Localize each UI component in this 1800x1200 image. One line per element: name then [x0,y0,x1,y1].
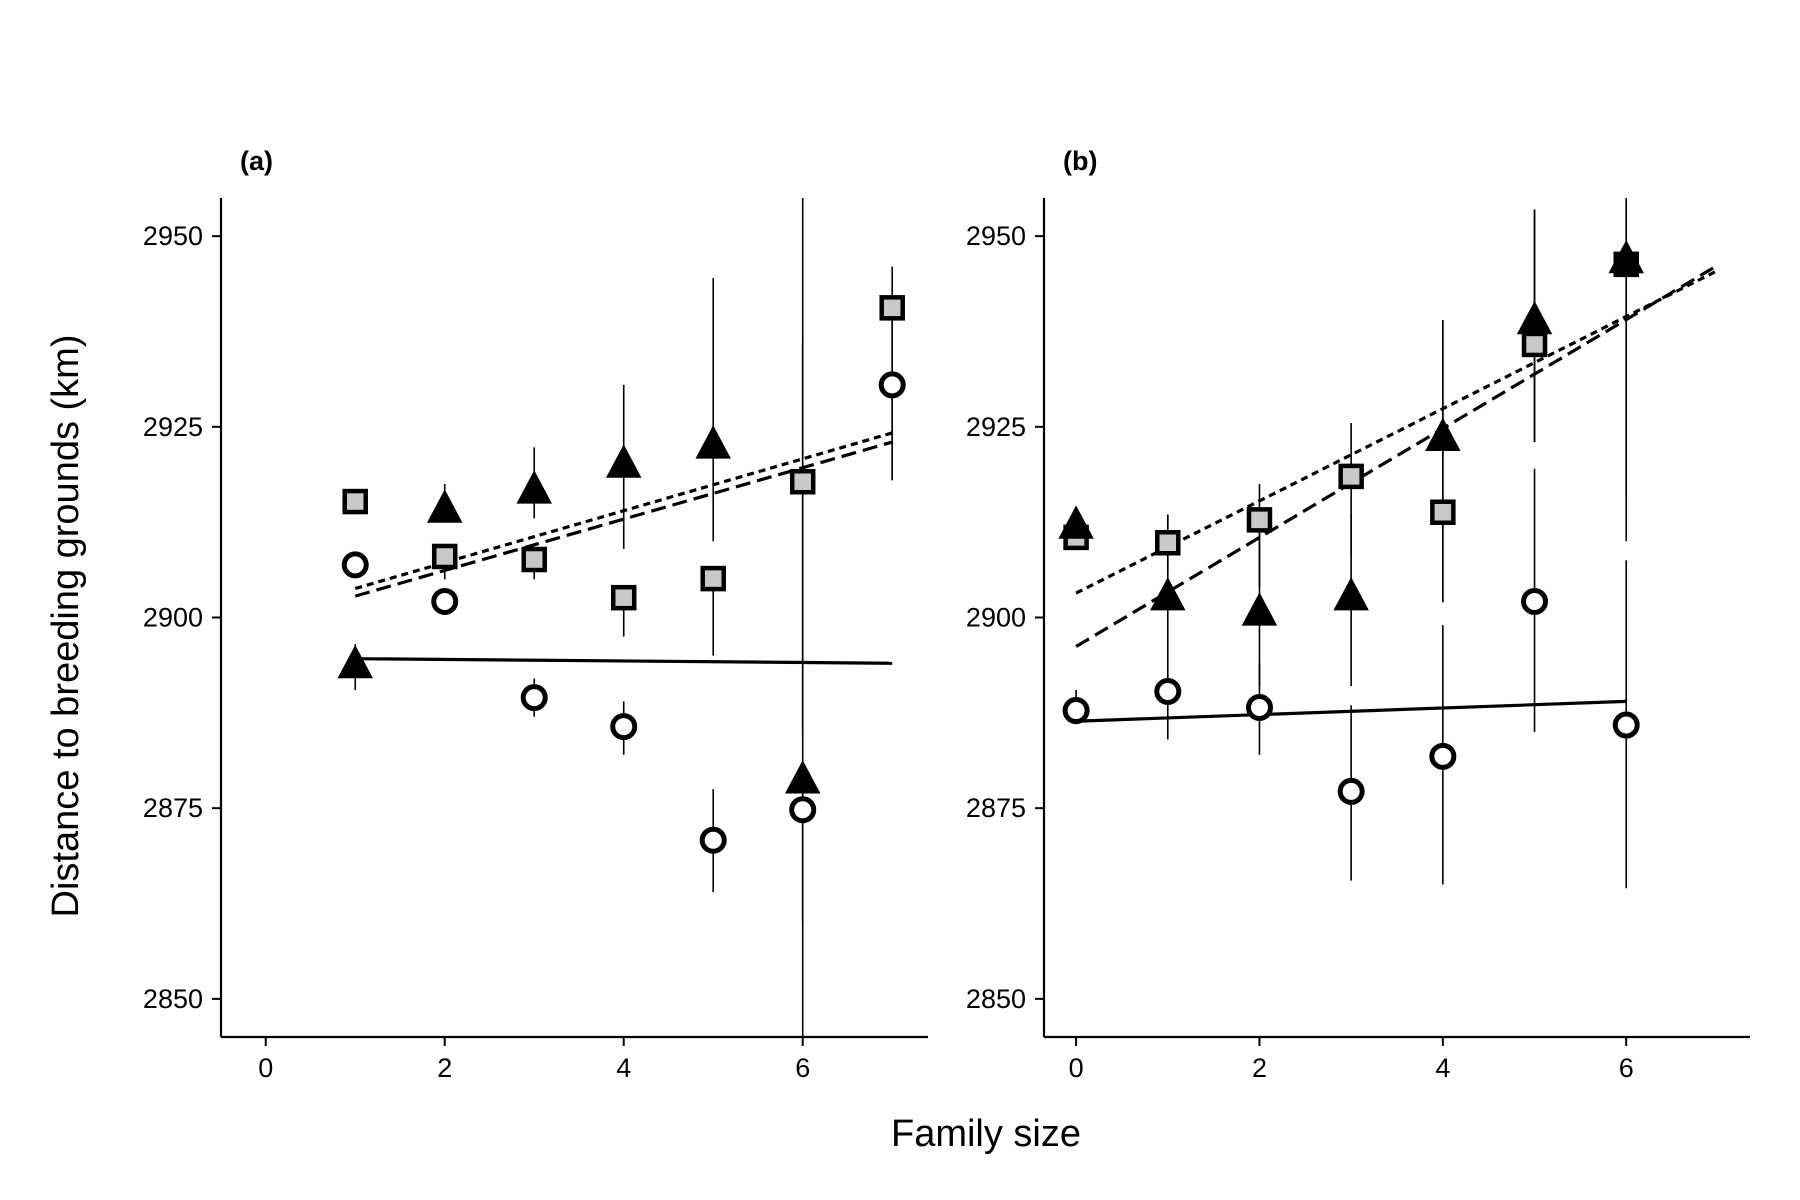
square-marker-b [1246,507,1273,533]
circle-marker-a [699,826,727,854]
circle-marker-b [1154,677,1182,705]
circle-marker-b [1337,777,1365,805]
circle-marker-a [878,371,906,399]
circle-marker-b [1062,697,1090,725]
triangle-marker-b [1058,505,1094,539]
triangle-marker-b [1608,239,1644,274]
x-tick-label-a: 4 [616,1053,631,1083]
circle-marker-b [1429,742,1457,770]
triangle-marker-a [784,760,821,794]
triangle-marker-a [337,644,373,679]
x-tick-label-a: 0 [258,1053,273,1083]
circle-marker-a [431,587,459,615]
y-tick-label-a: 2875 [143,793,203,823]
triangle-marker-a [695,425,731,459]
y-axis-title: Distance to breeding grounds (km) [45,335,87,918]
x-tick-label-b: 0 [1069,1053,1084,1083]
square-marker-a [879,295,905,321]
x-tick-label-b: 6 [1619,1053,1634,1083]
y-tick-label-a: 2850 [143,984,203,1014]
square-marker-b [1521,331,1548,358]
triangle-marker-a [516,470,552,504]
panel-label-a: (a) [240,146,273,176]
circle-marker-b [1245,694,1273,722]
panel-b: (b) 2850 2875 2900 2925 2950 0 2 4 6 [966,146,1750,1083]
x-tick-label-b: 2 [1252,1053,1267,1083]
fit-line-dotted-a [354,431,893,591]
y-tick-label-b: 2925 [966,412,1026,442]
y-tick-label-a: 2900 [143,603,203,633]
circle-marker-a [789,796,817,824]
square-marker-a [700,565,726,592]
y-tick-label-b: 2875 [966,793,1026,823]
x-tick-label-b: 4 [1435,1053,1450,1083]
panel-a: (a) 2850 2875 2900 2925 2950 0 2 4 6 [143,146,928,1083]
triangle-marker-b [1333,577,1369,611]
y-tick-label-a: 2950 [143,221,203,251]
square-marker-a [431,543,458,570]
fit-line-dashed-a [354,440,893,598]
triangle-marker-a [605,444,642,478]
square-marker-b [1430,499,1456,525]
triangle-marker-b [1516,300,1553,335]
triangle-marker-b [1425,417,1461,452]
x-tick-label-a: 6 [795,1053,810,1083]
square-marker-a [789,468,816,495]
triangle-marker-b [1150,577,1186,611]
y-tick-label-b: 2950 [966,221,1026,251]
square-marker-a [521,546,547,573]
square-marker-a [610,584,637,611]
circle-marker-a [610,713,638,741]
x-tick-label-a: 2 [437,1053,452,1083]
fit-line-solid-a [355,657,893,665]
square-marker-b [1338,463,1364,490]
fit-line-dashed-b [1075,263,1719,648]
square-marker-b [1155,530,1181,556]
circle-marker-a [520,684,548,712]
triangle-marker-a [426,489,463,523]
triangle-marker-b [1241,592,1278,626]
y-tick-label-b: 2850 [966,984,1026,1014]
circle-marker-b [1612,711,1640,739]
y-tick-label-b: 2900 [966,603,1026,633]
circle-marker-a [341,551,369,579]
x-axis-title: Family size [891,1113,1081,1155]
panel-label-b: (b) [1063,146,1097,176]
square-marker-a [342,488,368,515]
y-tick-label-a: 2925 [143,412,203,442]
circle-marker-b [1521,587,1549,615]
fit-line-solid-b [1076,699,1627,723]
